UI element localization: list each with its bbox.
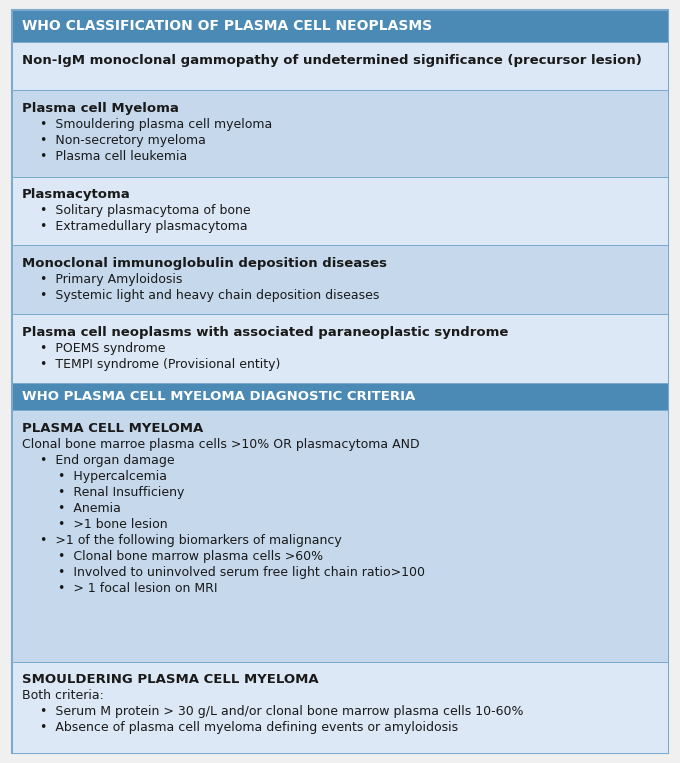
Text: Monoclonal immunoglobulin deposition diseases: Monoclonal immunoglobulin deposition dis… xyxy=(22,257,387,270)
Text: •  >1 bone lesion: • >1 bone lesion xyxy=(58,517,168,530)
Text: •  Hypercalcemia: • Hypercalcemia xyxy=(58,469,167,482)
Text: Plasma cell Myeloma: Plasma cell Myeloma xyxy=(22,101,179,114)
Bar xyxy=(12,90,668,177)
Text: PLASMA CELL MYELOMA: PLASMA CELL MYELOMA xyxy=(22,422,203,435)
Text: •  Anemia: • Anemia xyxy=(58,501,121,514)
Bar xyxy=(12,410,668,662)
Bar xyxy=(12,314,668,382)
Text: SMOULDERING PLASMA CELL MYELOMA: SMOULDERING PLASMA CELL MYELOMA xyxy=(22,673,319,686)
Text: •  Clonal bone marrow plasma cells >60%: • Clonal bone marrow plasma cells >60% xyxy=(58,549,323,562)
Text: •  Non-secretory myeloma: • Non-secretory myeloma xyxy=(40,134,206,146)
Text: Clonal bone marroe plasma cells >10% OR plasmacytoma AND: Clonal bone marroe plasma cells >10% OR … xyxy=(22,437,420,451)
Text: •  Smouldering plasma cell myeloma: • Smouldering plasma cell myeloma xyxy=(40,118,272,130)
Bar xyxy=(12,10,668,42)
Text: •  Serum M protein > 30 g/L and/or clonal bone marrow plasma cells 10-60%: • Serum M protein > 30 g/L and/or clonal… xyxy=(40,705,524,718)
Bar xyxy=(12,382,668,410)
Text: Non-IgM monoclonal gammopathy of undetermined significance (precursor lesion): Non-IgM monoclonal gammopathy of undeter… xyxy=(22,53,642,66)
Text: Plasma cell neoplasms with associated paraneoplastic syndrome: Plasma cell neoplasms with associated pa… xyxy=(22,326,509,339)
Text: Plasmacytoma: Plasmacytoma xyxy=(22,188,131,201)
Bar xyxy=(12,246,668,314)
Bar xyxy=(12,42,668,90)
Text: •  Renal Insufficieny: • Renal Insufficieny xyxy=(58,485,184,498)
Text: •  End organ damage: • End organ damage xyxy=(40,453,175,467)
Text: •  Plasma cell leukemia: • Plasma cell leukemia xyxy=(40,150,187,163)
Text: •  Primary Amyloidosis: • Primary Amyloidosis xyxy=(40,273,182,286)
Text: •  Systemic light and heavy chain deposition diseases: • Systemic light and heavy chain deposit… xyxy=(40,289,379,302)
Text: •  Involved to uninvolved serum free light chain ratio>100: • Involved to uninvolved serum free ligh… xyxy=(58,565,425,578)
Text: •  TEMPI syndrome (Provisional entity): • TEMPI syndrome (Provisional entity) xyxy=(40,358,280,371)
Text: •  > 1 focal lesion on MRI: • > 1 focal lesion on MRI xyxy=(58,581,218,594)
Text: •  >1 of the following biomarkers of malignancy: • >1 of the following biomarkers of mali… xyxy=(40,533,342,546)
Text: Both criteria:: Both criteria: xyxy=(22,689,104,702)
Bar xyxy=(12,662,668,753)
Bar xyxy=(12,177,668,246)
Text: WHO CLASSIFICATION OF PLASMA CELL NEOPLASMS: WHO CLASSIFICATION OF PLASMA CELL NEOPLA… xyxy=(22,19,432,33)
Text: •  Extramedullary plasmacytoma: • Extramedullary plasmacytoma xyxy=(40,221,248,233)
Text: WHO PLASMA CELL MYELOMA DIAGNOSTIC CRITERIA: WHO PLASMA CELL MYELOMA DIAGNOSTIC CRITE… xyxy=(22,390,415,403)
Text: •  Absence of plasma cell myeloma defining events or amyloidosis: • Absence of plasma cell myeloma definin… xyxy=(40,721,458,734)
Text: •  POEMS syndrome: • POEMS syndrome xyxy=(40,342,165,355)
Text: •  Solitary plasmacytoma of bone: • Solitary plasmacytoma of bone xyxy=(40,204,251,217)
